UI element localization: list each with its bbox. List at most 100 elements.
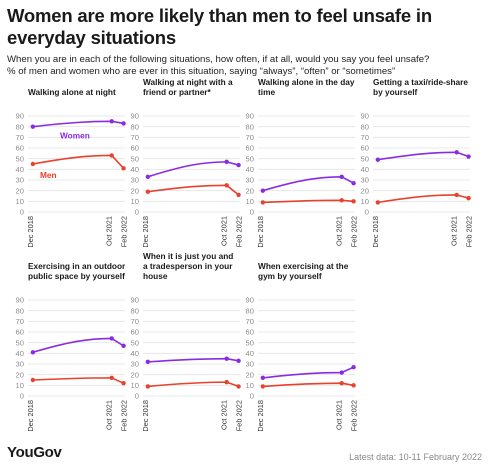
data-point-5-women-2 [109, 336, 114, 341]
x-tick-label-1-3: Feb 2022 [120, 216, 129, 247]
panel-title-3-line-1: Walking alone in the day [258, 77, 355, 87]
data-point-7-men-2 [339, 381, 344, 386]
y-tick-label-2-90: 90 [131, 112, 139, 121]
y-tick-label-4-60: 60 [361, 144, 369, 153]
data-point-2-women-1 [145, 174, 151, 179]
y-tick-label-4-80: 80 [361, 122, 369, 131]
x-tick-label-4-2: Oct 2021 [450, 216, 459, 246]
data-point-7-women-1 [260, 375, 266, 381]
x-tick-label-2-3: Feb 2022 [235, 216, 244, 247]
data-point-4-women-2 [454, 150, 459, 155]
data-point-1-men-1 [30, 161, 36, 167]
panel-title-2-line-1: Walking at night with a [143, 77, 233, 87]
y-tick-label-3-70: 70 [246, 133, 254, 142]
y-tick-label-6-90: 90 [131, 296, 139, 305]
x-tick-label-6-3: Feb 2022 [235, 400, 244, 431]
y-tick-label-4-0: 0 [365, 208, 369, 217]
data-point-3-men-3 [351, 199, 356, 204]
y-tick-label-5-90: 90 [16, 296, 24, 305]
y-tick-label-7-80: 80 [246, 306, 254, 315]
y-tick-label-3-50: 50 [246, 154, 254, 163]
label-women: Women [60, 131, 90, 141]
y-tick-label-2-40: 40 [131, 165, 139, 174]
y-tick-label-4-20: 20 [361, 186, 369, 195]
data-point-3-men-2 [339, 198, 344, 203]
data-point-7-women-2 [339, 370, 344, 375]
panel-title-4-line-1: Getting a taxi/ride-share [373, 77, 468, 87]
y-tick-label-7-40: 40 [246, 349, 254, 358]
y-tick-label-3-10: 10 [246, 197, 254, 206]
panel-title-7-line-1: When exercising at the [258, 261, 349, 271]
panel-title-3-line-2: time [258, 87, 275, 97]
panel-title-4-line-2: by yourself [373, 87, 418, 97]
chart-subtitle: When you are in each of the following si… [7, 54, 483, 78]
y-tick-label-2-80: 80 [131, 122, 139, 131]
y-tick-label-4-50: 50 [361, 154, 369, 163]
x-tick-label-3-2: Oct 2021 [335, 216, 344, 246]
y-tick-label-1-30: 30 [16, 176, 24, 185]
x-tick-label-6-2: Oct 2021 [220, 400, 229, 430]
x-tick-label-4-3: Feb 2022 [465, 216, 474, 247]
data-point-3-men-1 [260, 200, 266, 205]
data-point-4-women-3 [466, 154, 471, 159]
label-men: Men [40, 170, 57, 180]
panel-title-6-line-2: a tradesperson in your [143, 261, 233, 271]
y-tick-label-5-20: 20 [16, 370, 24, 379]
data-point-5-women-1 [30, 350, 36, 355]
data-point-7-men-1 [260, 384, 266, 389]
y-tick-label-4-70: 70 [361, 133, 369, 142]
y-tick-label-1-70: 70 [16, 133, 24, 142]
panel-title-2-line-2: friend or partner* [143, 87, 212, 97]
y-tick-label-5-40: 40 [16, 349, 24, 358]
y-tick-label-4-90: 90 [361, 112, 369, 121]
x-tick-label-7-3: Feb 2022 [350, 400, 359, 431]
panel-title-5-line-2: public space by yourself [28, 271, 125, 281]
panel-title-6-line-3: house [143, 271, 168, 281]
data-point-1-men-2 [109, 153, 114, 158]
y-tick-label-6-40: 40 [131, 349, 139, 358]
y-tick-label-5-60: 60 [16, 328, 24, 337]
y-tick-label-7-70: 70 [246, 317, 254, 326]
y-tick-label-7-30: 30 [246, 360, 254, 369]
x-tick-label-1-2: Oct 2021 [105, 216, 114, 246]
x-tick-label-2-1: Dec 2018 [141, 216, 150, 248]
x-tick-label-2-2: Oct 2021 [220, 216, 229, 246]
y-tick-label-4-10: 10 [361, 197, 369, 206]
y-tick-label-3-90: 90 [246, 112, 254, 121]
x-tick-label-7-2: Oct 2021 [335, 400, 344, 430]
y-tick-label-3-60: 60 [246, 144, 254, 153]
y-tick-label-2-70: 70 [131, 133, 139, 142]
data-point-5-men-2 [109, 375, 114, 381]
data-point-3-women-1 [260, 188, 266, 193]
y-tick-label-5-10: 10 [16, 381, 24, 390]
data-point-6-men-1 [145, 384, 151, 389]
y-tick-label-1-90: 90 [16, 112, 24, 121]
subtitle-line-1: When you are in each of the following si… [7, 54, 430, 65]
subtitle-line-2: % of men and women who are ever in this … [7, 66, 396, 77]
y-tick-label-5-80: 80 [16, 306, 24, 315]
y-tick-label-4-30: 30 [361, 176, 369, 185]
latest-data-note: Latest data: 10-11 February 2022 [349, 452, 482, 462]
panel-title-7-line-2: gym by yourself [258, 271, 322, 281]
y-tick-label-2-0: 0 [135, 208, 139, 217]
panel-title-6-line-1: When it is just you and [143, 251, 233, 261]
y-tick-label-3-40: 40 [246, 165, 254, 174]
y-tick-label-3-0: 0 [250, 208, 254, 217]
data-point-4-men-2 [454, 192, 459, 198]
y-tick-label-6-50: 50 [131, 338, 139, 347]
y-tick-label-3-80: 80 [246, 122, 254, 131]
y-tick-label-6-20: 20 [131, 370, 139, 379]
yougov-logo: YouGov [7, 444, 62, 461]
series-line-5-women [32, 337, 125, 354]
y-tick-label-7-90: 90 [246, 296, 254, 305]
data-point-4-men-3 [466, 195, 471, 201]
y-tick-label-1-10: 10 [16, 197, 24, 206]
data-point-6-women-1 [145, 359, 151, 365]
data-point-7-women-3 [351, 365, 356, 370]
y-tick-label-5-70: 70 [16, 317, 24, 326]
series-line-1-men [32, 154, 125, 169]
y-tick-label-2-50: 50 [131, 154, 139, 163]
y-tick-label-4-40: 40 [361, 165, 369, 174]
y-tick-label-7-10: 10 [246, 381, 254, 390]
